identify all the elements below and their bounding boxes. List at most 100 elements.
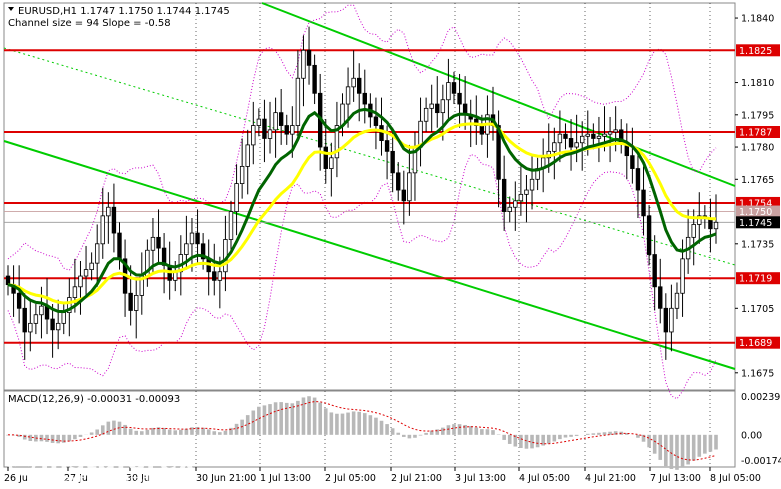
macd-bar (574, 434, 579, 436)
macd-bar (379, 420, 384, 435)
macd-bar (491, 430, 495, 435)
candle-body (691, 224, 696, 238)
macd-bar (457, 424, 462, 435)
candle-body (284, 125, 289, 135)
macd-bar (407, 434, 412, 439)
candle-body (312, 64, 317, 94)
candle-body (161, 247, 167, 266)
macd-bar (402, 434, 406, 437)
candle-body (513, 200, 518, 208)
ma-fast-line (7, 107, 717, 314)
macd-bar (424, 432, 428, 435)
macd-bar (39, 434, 44, 442)
logo-tagline: Instant Forex Trading (42, 473, 168, 487)
macd-bar (145, 429, 150, 435)
candle-body (435, 103, 440, 114)
macd-bar (658, 434, 663, 460)
candle-body (50, 318, 55, 331)
macd-bar (251, 410, 256, 435)
x-tick-label: 30 Jun 21:00 (196, 473, 256, 484)
candle-body (713, 221, 719, 230)
candle-body (290, 125, 295, 135)
candle-body (150, 236, 156, 251)
candle-body (273, 112, 278, 131)
macd-bar (262, 405, 267, 435)
candle-body (596, 135, 602, 139)
macd-bar (234, 423, 239, 435)
candle-body (345, 86, 351, 105)
candle-body (28, 322, 33, 333)
macd-bar (240, 419, 244, 435)
macd-bar (429, 430, 434, 435)
macd-bar (45, 434, 49, 442)
macd-bar (502, 434, 506, 440)
x-tick-label: 3 Jul 13:00 (455, 473, 506, 484)
x-tick-label: 7 Jul 13:00 (650, 473, 701, 484)
price-axis: 1.1840 1.1810 1.1795 1.1780 1.1765 1.1735 1.17… (735, 14, 781, 467)
macd-bar (468, 426, 473, 435)
macd-bar (290, 403, 295, 435)
level-tag-label: 1.1689 (739, 338, 772, 349)
candle-body (362, 92, 367, 105)
macd-bar (245, 415, 250, 435)
macd-bar (78, 434, 83, 437)
x-tick-label: 1 Jul 13:00 (260, 473, 311, 484)
channel-lower (3, 140, 736, 370)
candle-body (184, 243, 189, 255)
candle-body (83, 269, 89, 277)
macd-bar (329, 412, 334, 435)
candle-body (373, 116, 379, 126)
macd-bar (284, 402, 289, 435)
level-tag (736, 272, 780, 285)
macd-bar (184, 428, 189, 435)
macd-bar (357, 411, 362, 435)
level-tag (736, 44, 780, 57)
candle-body (340, 103, 345, 126)
candle-body (652, 254, 657, 288)
candle-body (61, 312, 66, 324)
macd-bar (173, 430, 178, 435)
macd-bar (56, 434, 60, 444)
macd-bar (73, 434, 77, 440)
candle-body (234, 183, 239, 212)
macd-bar (156, 427, 161, 435)
y-tick-label: 1.1735 (741, 239, 774, 250)
candle-body (457, 92, 462, 105)
macd-bar (123, 424, 127, 435)
macd-bar (686, 434, 690, 465)
macd-bar (413, 434, 417, 438)
level-tag-label: 1.1754 (739, 198, 772, 209)
candle-body (479, 125, 485, 135)
candle-body (117, 232, 122, 260)
macd-bar (541, 434, 545, 446)
candle-body (507, 206, 512, 212)
macd-bar (179, 429, 183, 435)
candle-body (384, 140, 390, 152)
macd-bar (346, 412, 350, 435)
candle-body (663, 307, 669, 333)
bollinger-upper (7, 4, 717, 271)
candle-body (635, 168, 641, 191)
macd-tick-label: 0.00 (741, 430, 762, 441)
candle-body (357, 77, 362, 94)
macd-bar (608, 431, 612, 435)
macd-bar (636, 434, 640, 438)
macd-bar (480, 429, 484, 435)
x-tick-label: 2 Jul 05:00 (325, 473, 376, 484)
macd-bar (535, 434, 540, 448)
candle-body (580, 135, 585, 144)
candle-body (379, 125, 384, 142)
candle-body (351, 77, 356, 88)
candle-body (518, 193, 524, 202)
ask-price-label: 1.1750 (739, 207, 772, 218)
candle-body (295, 77, 301, 126)
candle-body (501, 178, 507, 212)
macd-bar (218, 432, 222, 435)
y-tick-label: 1.1705 (741, 304, 774, 315)
macd-bar (195, 426, 200, 435)
x-tick-label: 27 Ju (64, 473, 88, 484)
macd-bar (591, 433, 596, 435)
macd-bar (318, 402, 322, 435)
level-tag (736, 336, 780, 349)
logo-brand: instaforex (40, 446, 195, 477)
